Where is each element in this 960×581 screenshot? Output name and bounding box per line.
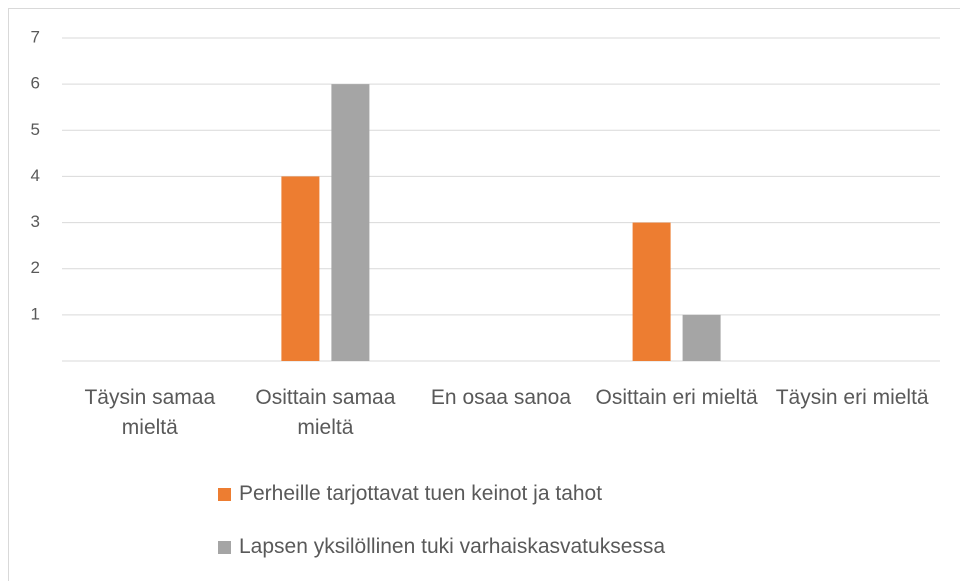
legend-item: Perheille tarjottavat tuen keinot ja tah… xyxy=(218,482,602,506)
bar xyxy=(281,176,320,361)
bar xyxy=(632,222,671,361)
chart-frame xyxy=(8,8,960,581)
x-tick-label: Osittain samaa mieltä xyxy=(255,386,396,439)
bar xyxy=(331,84,370,362)
x-tick-label: En osaa sanoa xyxy=(430,386,572,409)
y-tick-label: 1 xyxy=(31,304,40,323)
y-tick-label: 6 xyxy=(31,74,40,93)
y-tick-label: 4 xyxy=(31,166,40,185)
y-tick-label: 7 xyxy=(31,27,40,46)
legend-label: Lapsen yksilöllinen tuki varhaiskasvatuk… xyxy=(239,535,666,558)
legend-label: Perheille tarjottavat tuen keinot ja tah… xyxy=(239,482,603,505)
x-tick-label: Osittain eri mieltä xyxy=(595,386,758,409)
legend-item: Lapsen yksilöllinen tuki varhaiskasvatuk… xyxy=(218,535,665,559)
y-tick-label: 2 xyxy=(31,258,40,277)
legend-swatch xyxy=(218,487,231,501)
bar xyxy=(682,314,721,361)
y-tick-label: 5 xyxy=(31,120,40,139)
x-tick-label: Täysin eri mieltä xyxy=(775,386,929,409)
x-tick-label: Täysin samaa mieltä xyxy=(84,386,216,439)
legend-swatch xyxy=(218,540,231,554)
y-tick-label: 3 xyxy=(31,212,40,231)
